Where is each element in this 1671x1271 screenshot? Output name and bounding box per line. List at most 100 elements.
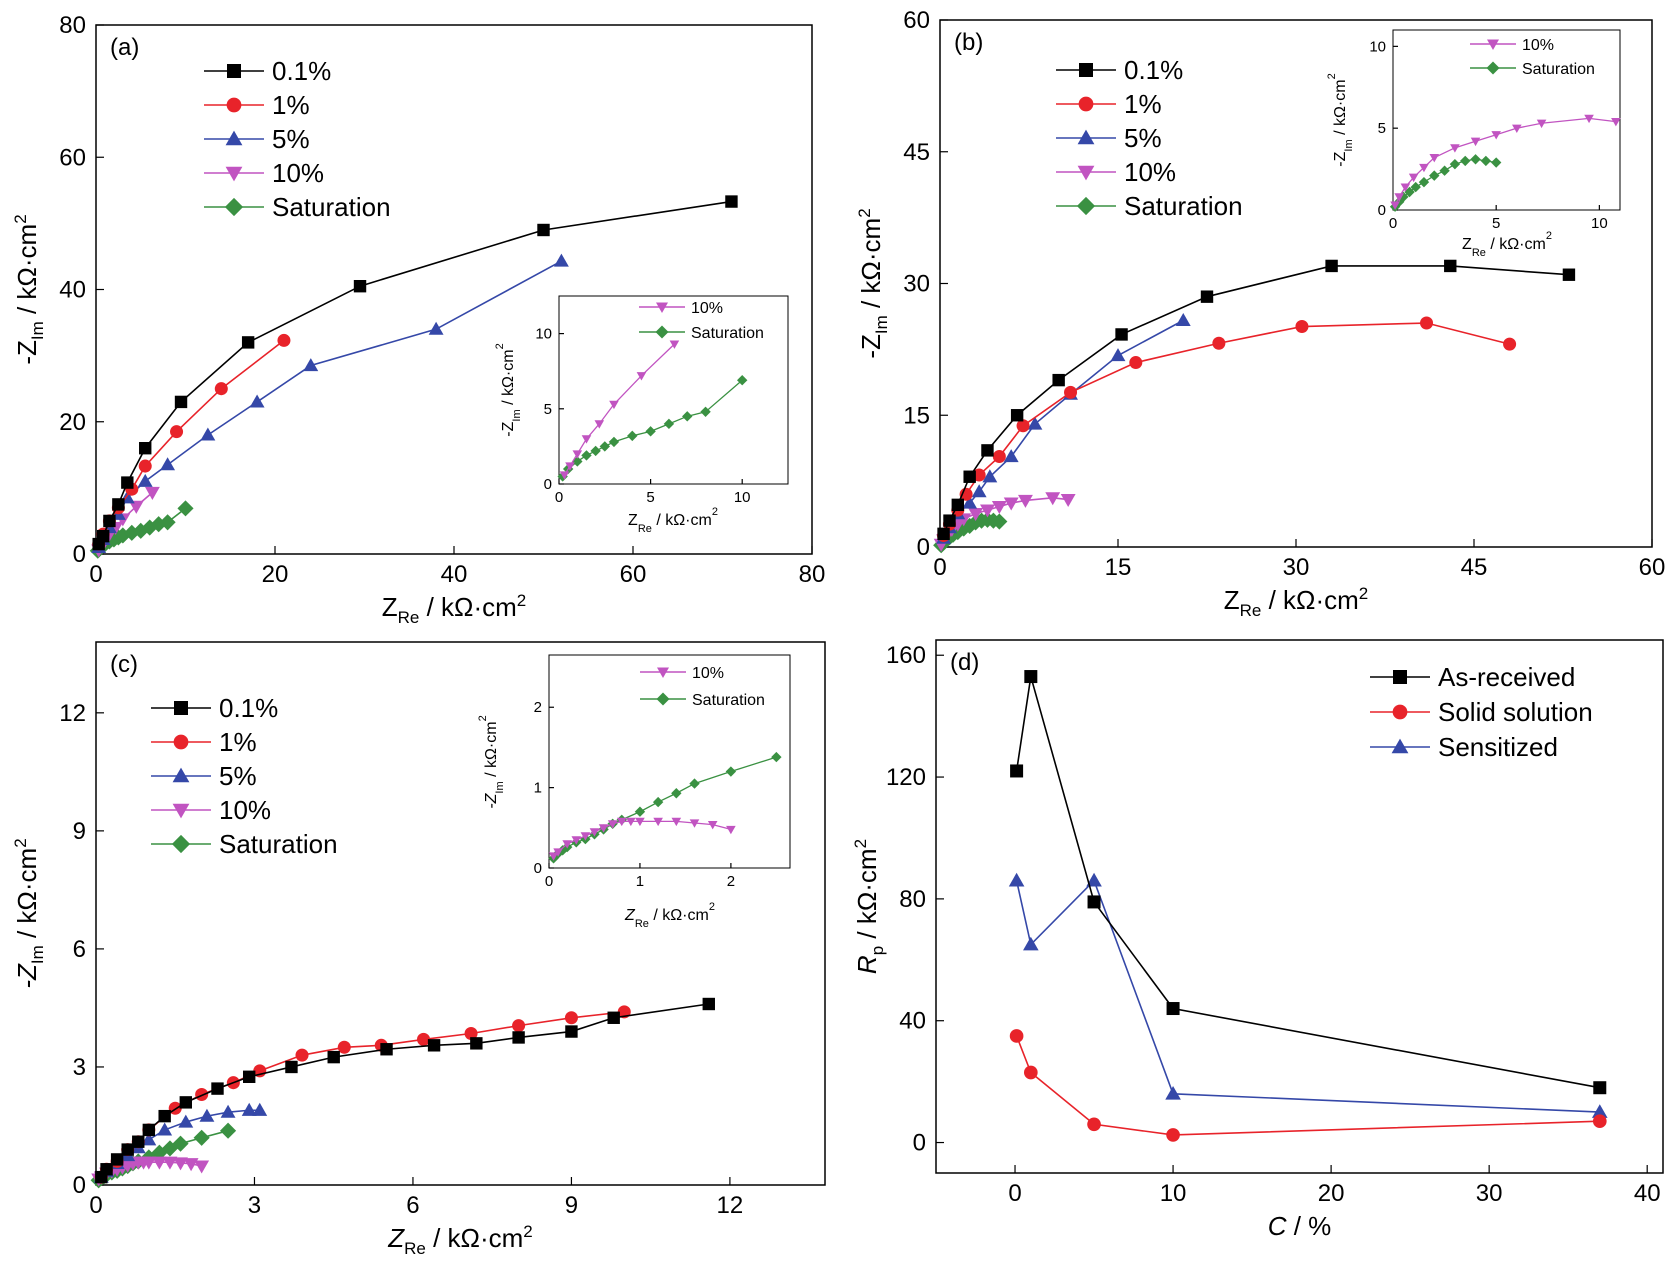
data-point <box>553 253 569 267</box>
data-point <box>991 513 1008 530</box>
data-point <box>571 836 582 845</box>
data-point <box>141 1132 157 1146</box>
legend-marker <box>1079 63 1093 77</box>
x-tick-label: 80 <box>799 561 826 588</box>
inset-series <box>1389 114 1621 212</box>
data-point <box>1010 764 1024 778</box>
y-tick-label: 0 <box>913 1130 926 1157</box>
data-point <box>121 476 134 489</box>
data-point <box>700 406 711 418</box>
data-point <box>211 1082 224 1095</box>
y-tick-label: 60 <box>903 7 930 34</box>
legend-label: 10% <box>219 795 271 825</box>
data-point <box>220 1122 237 1139</box>
y-tick-label: 5 <box>1378 120 1386 137</box>
series-line <box>100 1011 625 1178</box>
legend-label: 5% <box>1124 123 1162 153</box>
y-tick-label: 80 <box>59 12 86 39</box>
data-point <box>1052 373 1065 387</box>
legend-label: Saturation <box>1124 191 1243 221</box>
data-point <box>580 832 591 841</box>
x-tick-label: 0 <box>89 1192 102 1219</box>
legend-label: 1% <box>1124 89 1162 119</box>
data-point <box>771 751 782 763</box>
series-line <box>1394 158 1497 208</box>
data-point <box>214 382 228 396</box>
data-point <box>1410 181 1421 193</box>
data-point <box>1027 416 1043 430</box>
x-axis-label: ZRe / kΩ·cm2 <box>1462 230 1552 259</box>
x-axis-label: ZRe / kΩ·cm2 <box>1224 584 1369 620</box>
data-point <box>1064 385 1078 399</box>
data-point <box>968 508 984 522</box>
data-point <box>172 1135 189 1152</box>
panel-a: 0 20 40 60 80 0 20 40 60 80 (a) 0.1% 1% 5% 10% Saturati… <box>11 12 825 627</box>
y-tick-label: 120 <box>886 764 926 791</box>
data-point <box>626 817 636 827</box>
data-point <box>427 1039 441 1052</box>
plot-series <box>90 997 715 1189</box>
x-axis-label: ZRe / kΩ·cm2 <box>624 901 715 930</box>
legend-marker <box>655 325 669 339</box>
data-point <box>653 817 663 827</box>
series-line <box>942 319 1184 539</box>
data-point <box>158 1109 171 1123</box>
data-point <box>193 1129 210 1146</box>
y-tick-label: 60 <box>59 144 86 171</box>
data-point <box>634 806 646 817</box>
legend-label: 0.1% <box>219 693 278 723</box>
data-point <box>1010 409 1024 422</box>
data-point <box>137 473 153 487</box>
legend-marker <box>1077 129 1095 145</box>
plot-series <box>933 259 1576 554</box>
x-tick-label: 15 <box>1105 554 1132 581</box>
x-tick-label: 40 <box>1634 1180 1661 1207</box>
legend-label: 1% <box>219 727 257 757</box>
data-point <box>669 340 680 349</box>
data-point <box>1503 337 1517 351</box>
data-point <box>1086 872 1102 887</box>
legend-label: 10% <box>1124 157 1176 187</box>
data-point <box>241 336 255 349</box>
legend-label: 5% <box>272 124 310 154</box>
x-tick-label: 10 <box>1160 1180 1187 1207</box>
data-point <box>548 852 559 861</box>
x-tick-label: 0 <box>545 873 553 890</box>
data-point <box>1166 1128 1180 1142</box>
data-point <box>220 1104 236 1118</box>
data-point <box>562 840 572 849</box>
x-tick-label: 3 <box>248 1192 261 1219</box>
data-point <box>285 1060 298 1074</box>
legend-marker <box>1486 61 1500 75</box>
data-point <box>138 459 152 473</box>
inset-series <box>557 340 748 482</box>
panel-label: (b) <box>954 29 983 56</box>
data-point <box>1584 114 1594 124</box>
inset-frame <box>1392 29 1621 211</box>
data-point <box>157 1122 173 1136</box>
legend-marker <box>225 130 243 146</box>
data-point <box>737 375 748 386</box>
y-axis-label: -ZIm / kΩ·cm2 <box>1326 73 1355 166</box>
legend-marker <box>172 803 190 819</box>
y-tick-label: 20 <box>59 409 86 436</box>
inset-frame <box>558 295 789 485</box>
y-axis-label: -ZIm / kΩ·cm2 <box>477 715 506 808</box>
x-tick-label: 60 <box>620 561 647 588</box>
y-tick-label: 5 <box>544 401 552 418</box>
data-point <box>663 418 675 430</box>
data-point <box>943 514 956 527</box>
data-point <box>151 1156 167 1170</box>
legend-label: 5% <box>219 761 257 791</box>
legend-label: Saturation <box>692 692 765 709</box>
data-point <box>980 504 995 518</box>
data-point <box>565 462 575 471</box>
data-point <box>277 333 291 347</box>
x-axis-label: ZRe / kΩ·cm2 <box>387 1222 533 1258</box>
series-line <box>553 820 732 857</box>
data-point <box>174 395 188 409</box>
plot-series <box>89 195 738 559</box>
data-point <box>1460 155 1471 167</box>
data-point <box>1087 1117 1101 1132</box>
panel-label: (c) <box>110 651 138 678</box>
